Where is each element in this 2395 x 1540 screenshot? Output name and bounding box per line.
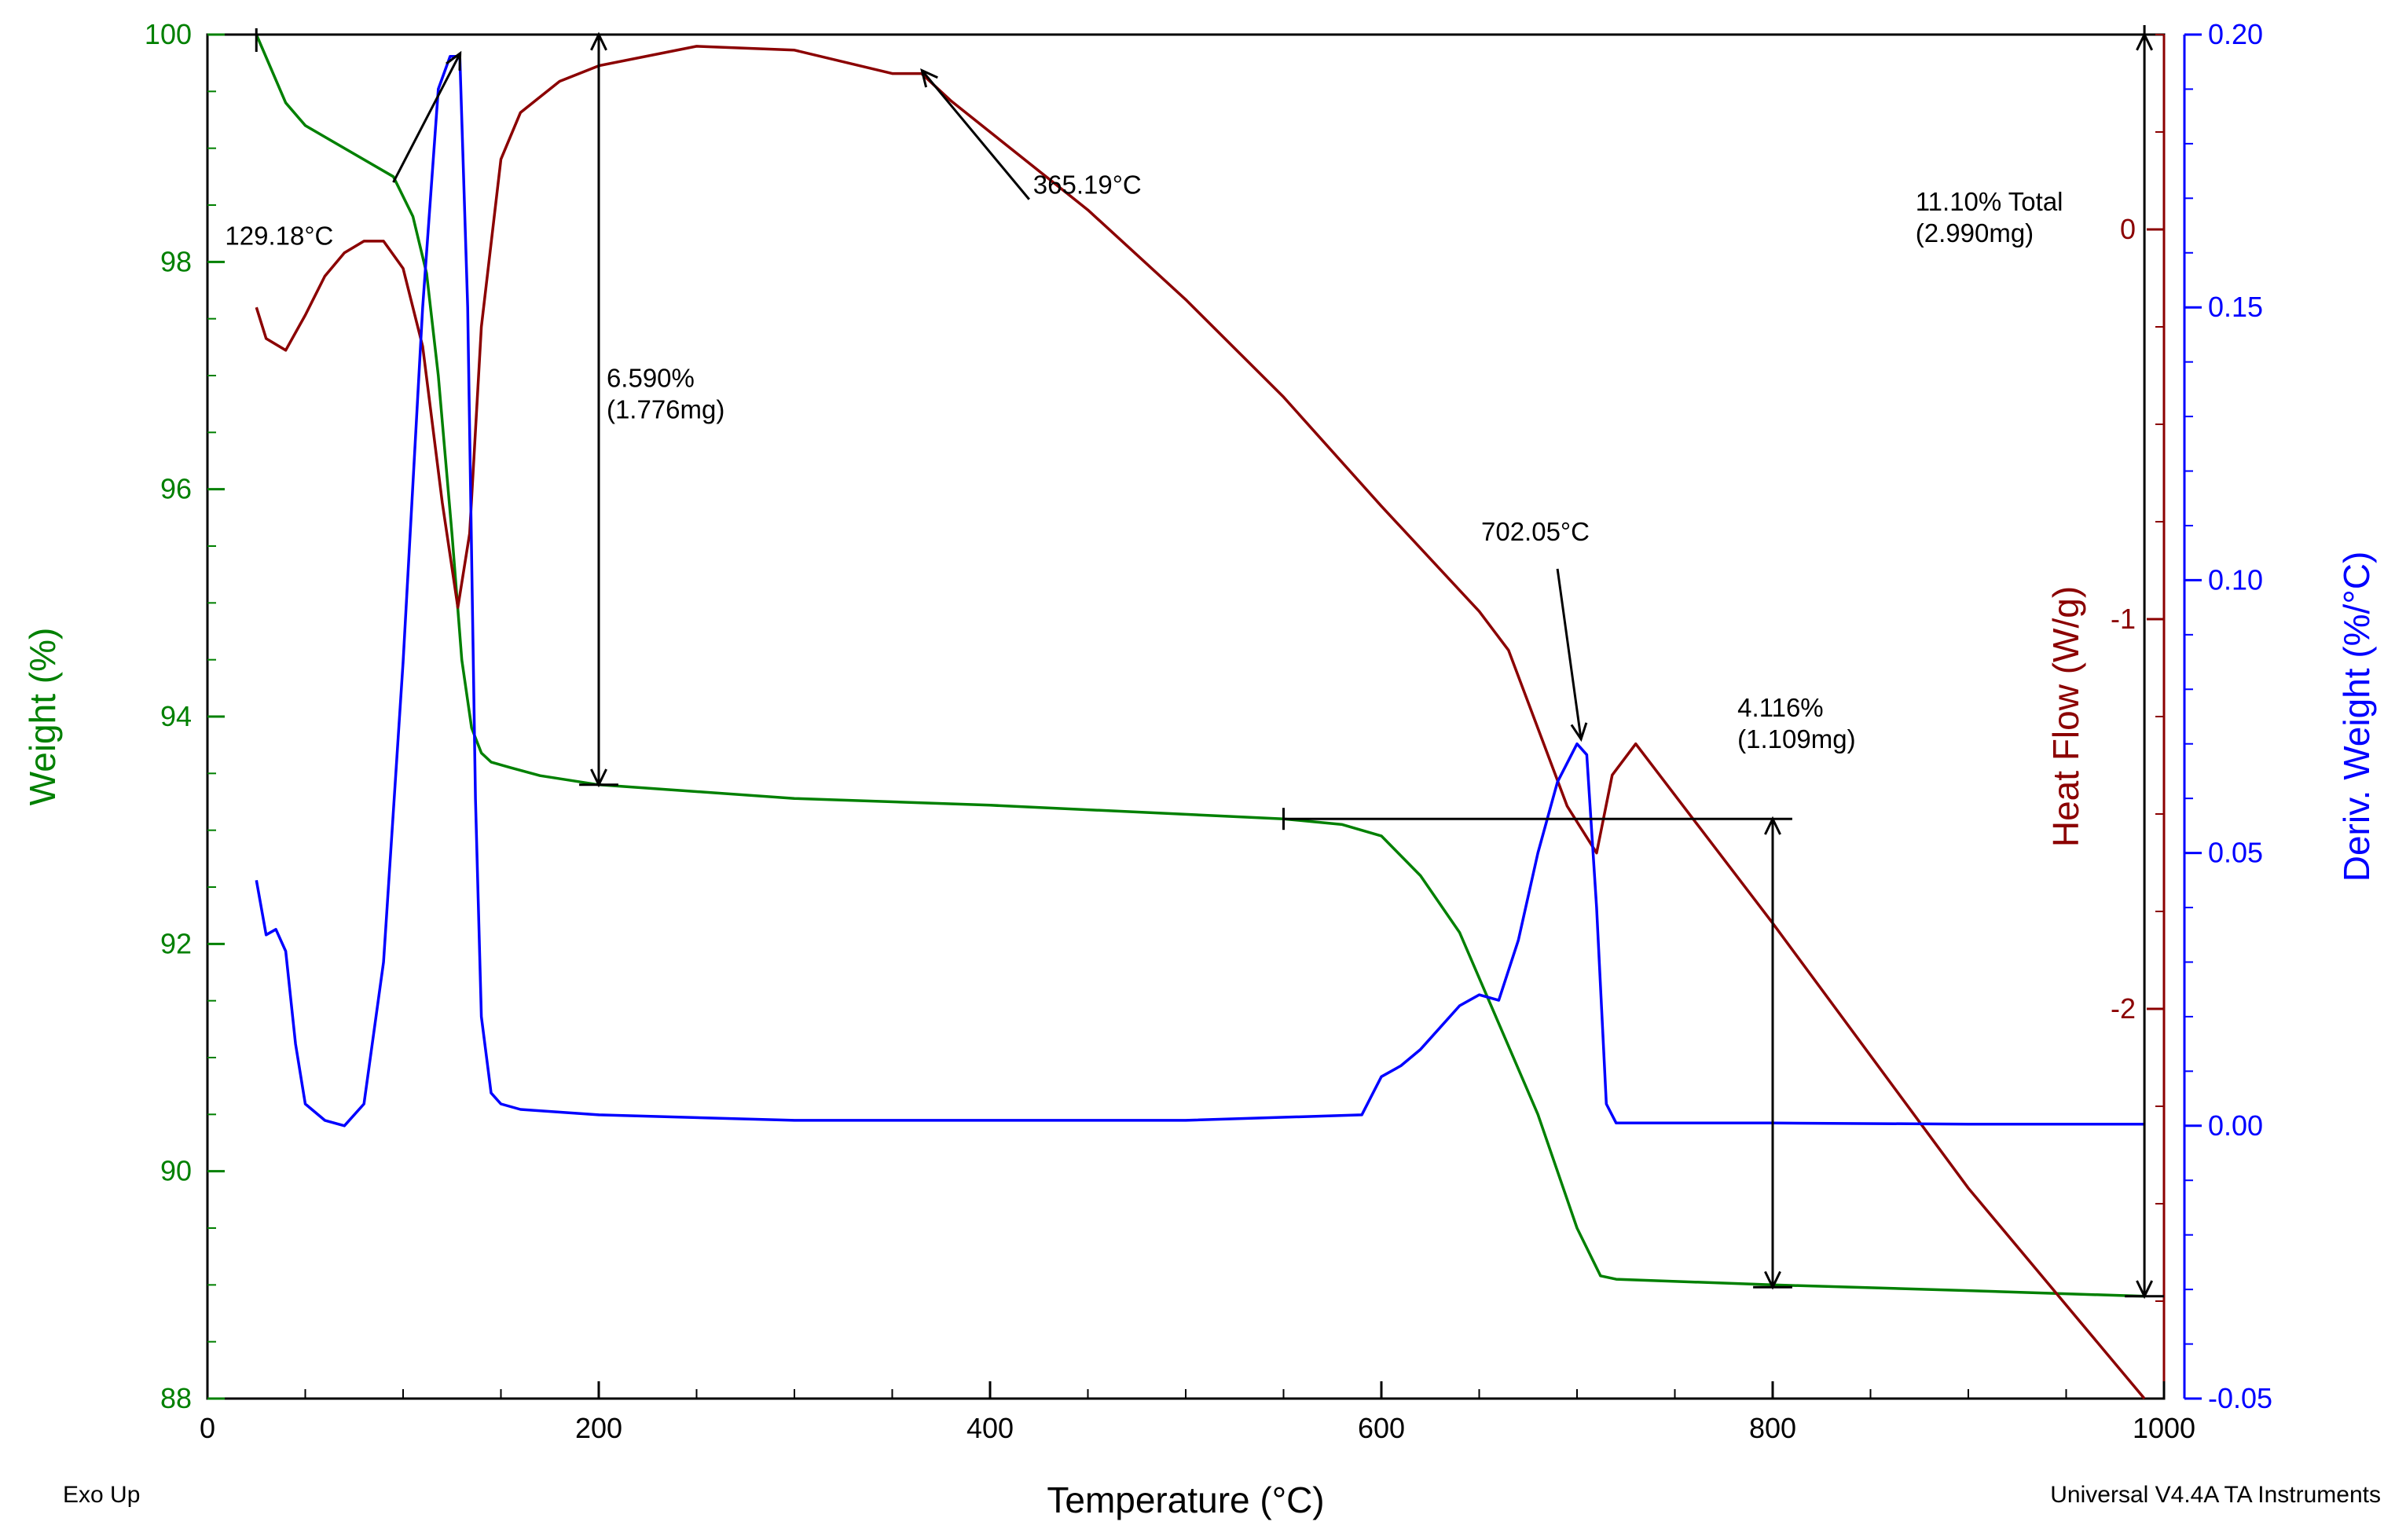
deriv-tick-label: 0.05: [2208, 837, 2263, 869]
plot-frame: [206, 33, 2166, 1400]
peak-702-label: 702.05°C: [1481, 517, 1590, 546]
x-tick-label: 0: [200, 1412, 215, 1444]
deriv-axis-title: Deriv. Weight (%/°C): [2336, 552, 2377, 882]
peak-365-arrow: [921, 69, 1030, 200]
x-axis-title: Temperature (°C): [1047, 1480, 1324, 1520]
peak-129-label: 129.18°C: [225, 222, 333, 251]
deriv-curve: [255, 55, 2145, 1128]
step1-label-line: (1.776mg): [607, 394, 724, 424]
instrument-label: Universal V4.4A TA Instruments: [2050, 1482, 2381, 1508]
exo-up-label: Exo Up: [63, 1482, 140, 1508]
step1-span-top-head: [590, 31, 607, 51]
weight-tick-label: 100: [145, 18, 192, 50]
weight-tick-label: 98: [160, 245, 192, 277]
x-tick-label: 1000: [2133, 1412, 2195, 1444]
deriv-tick-label: 0.00: [2208, 1109, 2263, 1142]
peak-702-arrow: [1556, 568, 1583, 739]
deriv-tick-label: 0.20: [2208, 18, 2263, 50]
heatflow-tick-label: 0: [2120, 213, 2136, 245]
weight-axis-title: Weight (%): [22, 628, 63, 806]
step2-span-top-head: [1764, 816, 1781, 835]
total-label-line: (2.990mg): [1916, 218, 2034, 248]
peak-129-arrow-head: [446, 50, 462, 71]
peak-702-arrow-head: [1570, 722, 1588, 742]
weight-tick-label: 92: [160, 927, 192, 959]
x-tick-label: 800: [1749, 1412, 1796, 1444]
peak-365-label: 365.19°C: [1033, 170, 1142, 200]
total-label-line: 11.10% Total: [1916, 187, 2063, 216]
heatflow-curve: [255, 45, 2146, 1400]
x-tick-label: 400: [966, 1412, 1014, 1444]
x-tick-label: 200: [575, 1412, 622, 1444]
deriv-tick-label: 0.15: [2208, 291, 2263, 323]
weight-tick-label: 88: [160, 1382, 192, 1414]
weight-tick-label: 90: [160, 1155, 192, 1187]
peak-129-arrow: [392, 53, 461, 183]
weight-tick-label: 96: [160, 473, 192, 505]
step1-label-line: 6.590%: [607, 363, 695, 392]
heatflow-axis-title: Heat Flow (W/g): [2045, 586, 2086, 847]
deriv-tick-label: 0.10: [2208, 563, 2263, 596]
x-tick-label: 600: [1358, 1412, 1405, 1444]
step2-label-line: 4.116%: [1737, 693, 1823, 722]
heatflow-tick-label: -2: [2111, 992, 2136, 1025]
heatflow-tick-label: -1: [2111, 603, 2136, 635]
weight-tick-label: 94: [160, 700, 192, 732]
weight-curve: [255, 34, 2145, 1298]
step2-label-line: (1.109mg): [1737, 724, 1855, 754]
deriv-tick-label: -0.05: [2208, 1382, 2272, 1414]
peak-365-arrow-head: [920, 68, 938, 88]
